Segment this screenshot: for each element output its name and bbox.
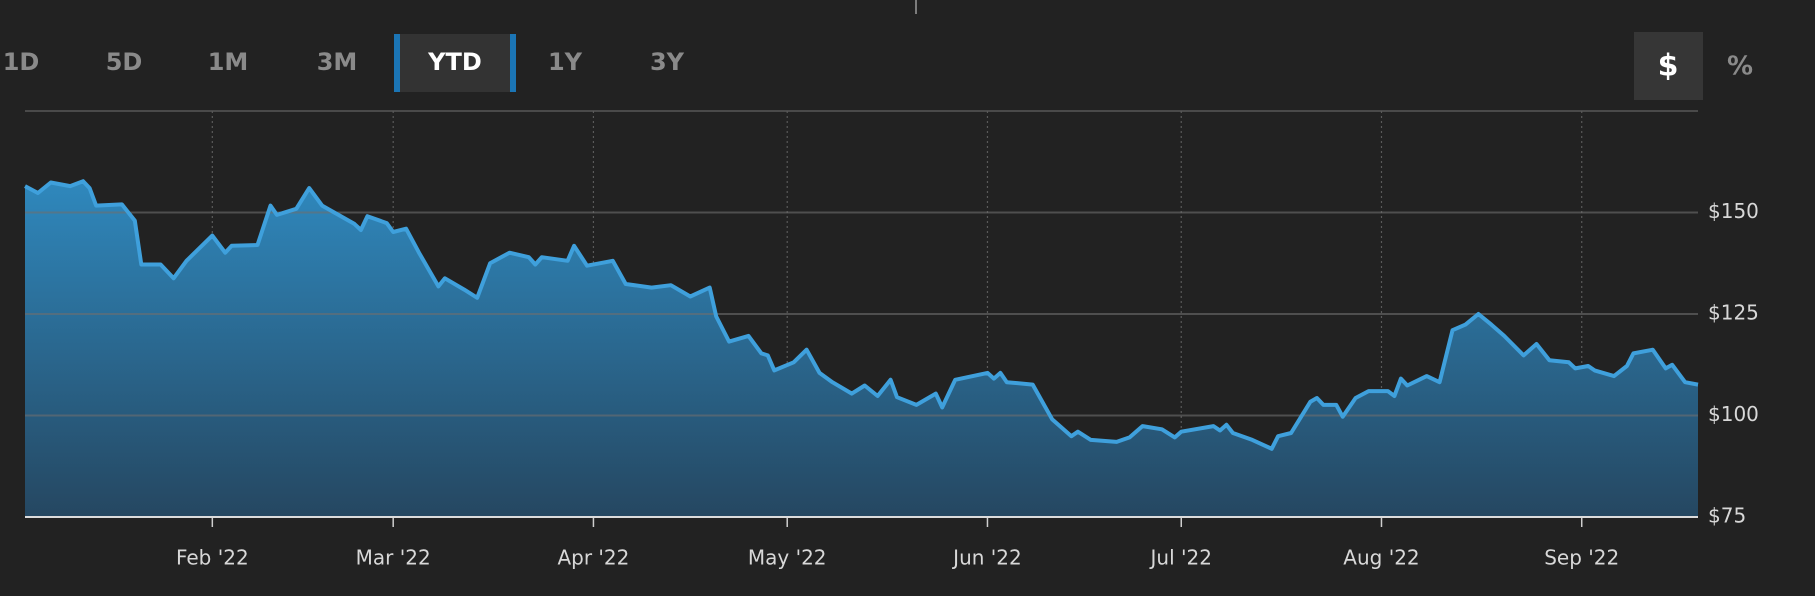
plot: Feb '22 Mar '22 Apr '22 May '22 Jun '22 Jul '… — [24, 110, 1759, 570]
toolbar: 1D 5D 1M 3M YTD 1Y 3Y $% — [3, 32, 1753, 100]
area-fill — [25, 181, 1698, 517]
unit-button[interactable]: $ — [1658, 49, 1679, 84]
range-button[interactable]: 3M — [317, 48, 358, 76]
x-tick-label: Feb '22 — [176, 546, 249, 570]
x-tick-label: Mar '22 — [356, 546, 431, 570]
selected-range-bg — [396, 34, 514, 92]
y-tick-label: $125 — [1708, 301, 1759, 325]
unit-button[interactable]: % — [1727, 52, 1753, 82]
range-button[interactable]: YTD — [427, 48, 482, 76]
range-button[interactable]: 3Y — [650, 48, 685, 76]
x-tick-label: May '22 — [748, 546, 827, 570]
x-tick-label: Jul '22 — [1149, 546, 1212, 570]
selected-range-edge — [510, 34, 516, 92]
price-line — [24, 179, 1699, 451]
range-button[interactable]: 5D — [106, 48, 143, 76]
x-tick-label: Jun '22 — [951, 546, 1022, 570]
x-tick-label: Sep '22 — [1544, 546, 1619, 570]
y-tick-label: $100 — [1708, 402, 1759, 426]
range-button[interactable]: 1M — [208, 48, 249, 76]
range-button[interactable]: 1Y — [548, 48, 583, 76]
x-tick-label: Apr '22 — [557, 546, 629, 570]
selected-unit-bg — [1634, 32, 1703, 100]
selected-range-edge — [394, 34, 400, 92]
y-tick-label: $150 — [1708, 199, 1759, 223]
range-button[interactable]: 1D — [3, 48, 40, 76]
y-tick-label: $75 — [1708, 504, 1746, 528]
x-tick-label: Aug '22 — [1343, 546, 1419, 570]
